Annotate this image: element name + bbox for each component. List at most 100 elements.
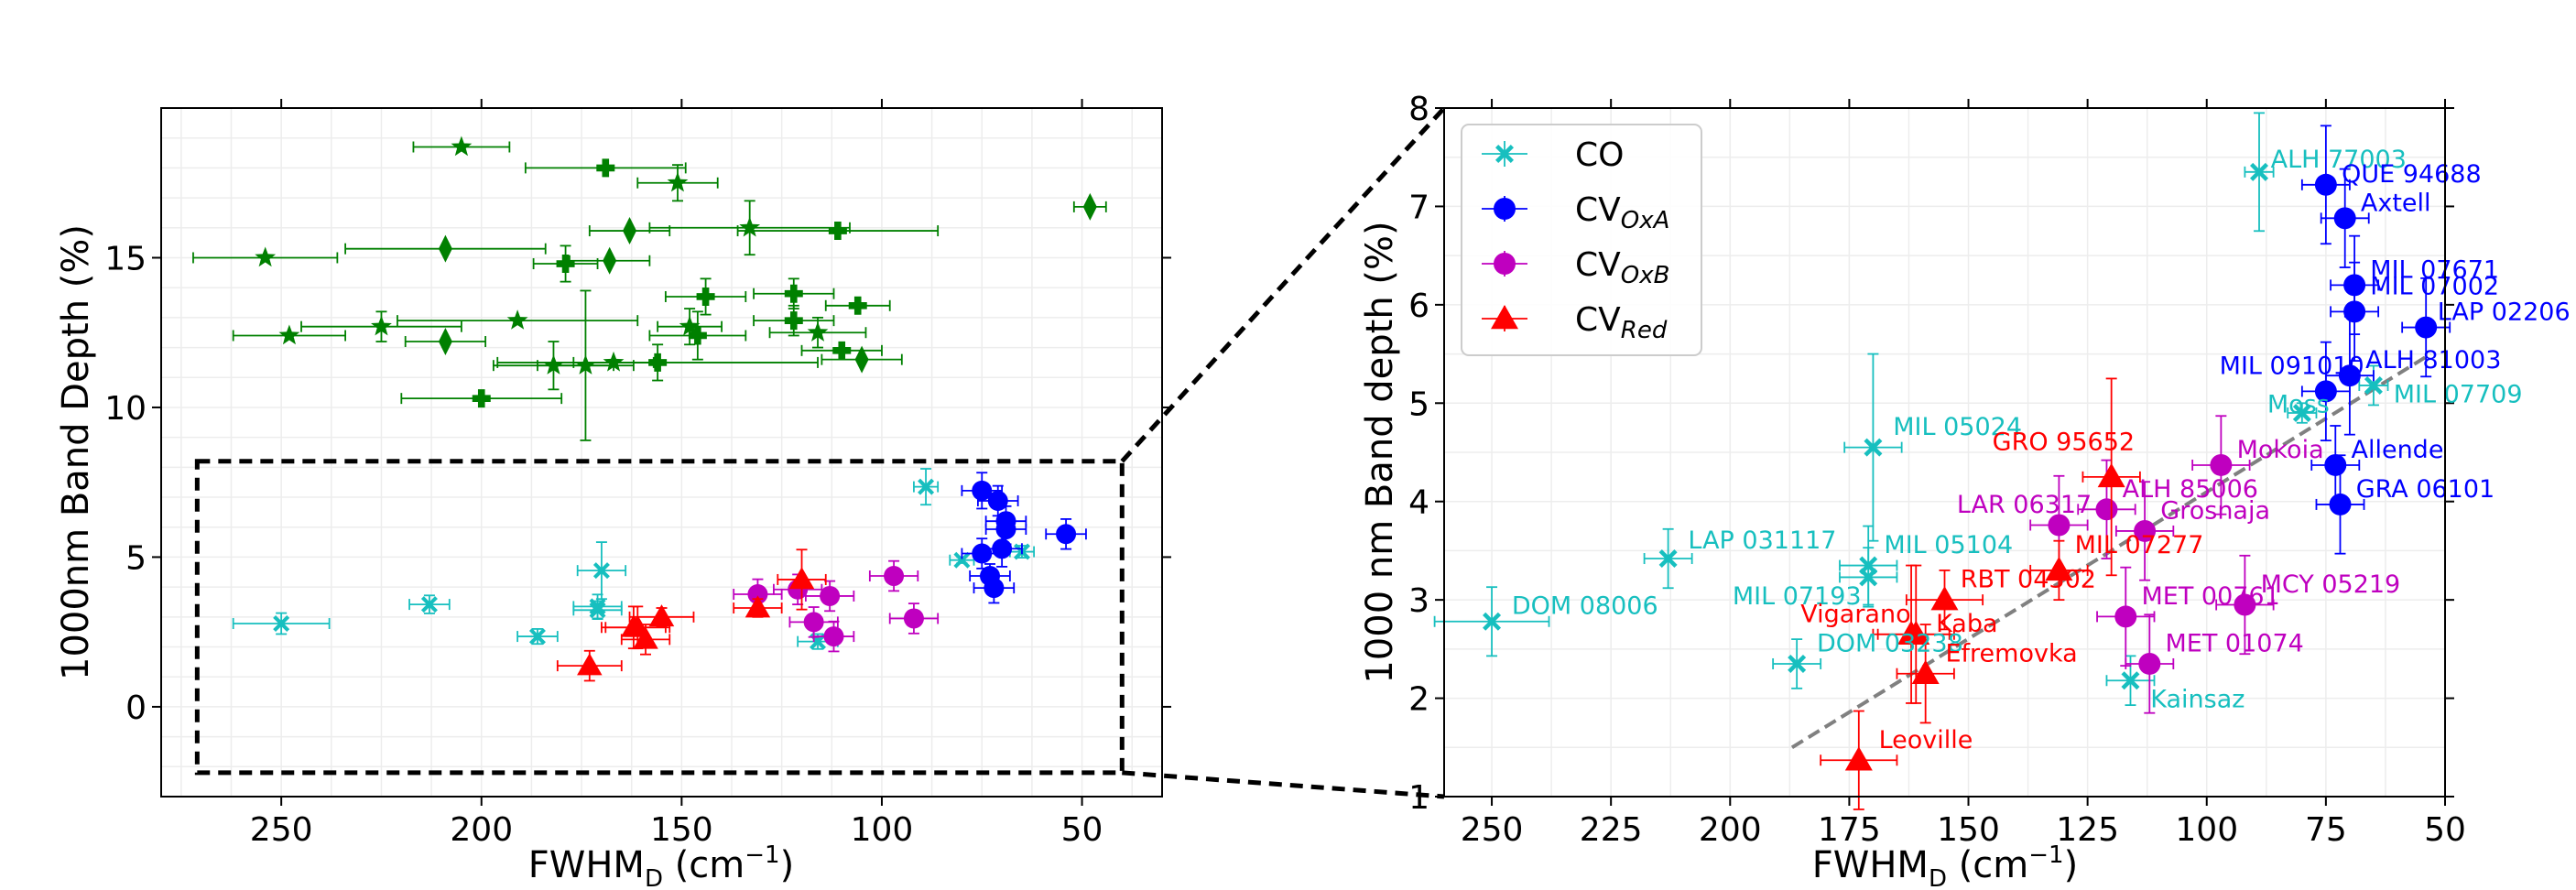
right-ylabel: 1000 nm Band depth (%): [1359, 221, 1401, 683]
point-label: Efremovka: [1945, 639, 2077, 668]
right-CV_OxB-marker: [2048, 514, 2071, 537]
point-label: MIL 07671: [2370, 255, 2499, 284]
zoom-connector-top: [1120, 106, 1446, 463]
left-xtick-label: 150: [650, 811, 713, 849]
green-star-marker: [543, 354, 564, 374]
point-label: LAP 02206: [2438, 298, 2571, 327]
point-label: Moss: [2267, 390, 2330, 418]
green-diamond-marker: [623, 217, 637, 245]
left-CV_OxA-marker: [995, 519, 1016, 540]
legend-label-sub: OxA: [1621, 207, 1670, 234]
legend-label-main: CV: [1575, 191, 1621, 229]
point-label: QUE 94688: [2342, 160, 2482, 189]
left-xtick-label: 250: [250, 811, 313, 849]
right-CV_OxA-marker: [2338, 364, 2361, 387]
green-star-marker: [278, 324, 300, 345]
left-ticks: 250 200 150 100 50 0 5 10 15: [104, 99, 1171, 849]
legend-label-sub: Red: [1621, 317, 1668, 344]
legend-label-main: CV: [1575, 246, 1621, 284]
left-CV_OxB-marker: [803, 612, 824, 633]
point-label: Axtell: [2361, 189, 2431, 217]
right-CV_Red-marker: [2097, 462, 2125, 488]
point-label: MIL 07277: [2075, 531, 2204, 559]
point-label: MCY 05219: [2261, 570, 2401, 599]
right-CV_OxA-marker: [2314, 173, 2337, 196]
point-label: DOM 08006: [1512, 592, 1658, 621]
right-ytick-label: 8: [1408, 91, 1429, 128]
point-label: DOM 03238: [1817, 630, 1963, 658]
point-label: LAR 06317: [1957, 491, 2092, 519]
point-label: MIL 05024: [1893, 413, 2022, 441]
left-CO-marker: [589, 602, 606, 619]
right-ticks: 250 225 200 175 150 125 100 75 50 1 2 3 4 5 6 7 8: [1408, 91, 2466, 849]
legend-label-main: CO: [1575, 136, 1624, 174]
right-CV_OxB-marker: [2114, 605, 2137, 628]
left-CV_OxB-marker: [903, 608, 924, 629]
right-xtick-label: 225: [1580, 811, 1643, 849]
point-label: ALH 85006: [2123, 475, 2258, 504]
left-CV_OxA-marker: [987, 490, 1008, 511]
left-CV_Red-marker: [633, 626, 658, 649]
legend-label-CV_Red: CVRed: [1575, 301, 1668, 344]
left-CO-marker: [273, 615, 290, 633]
green-plus-marker: [832, 341, 852, 360]
green-plus-marker: [648, 353, 668, 372]
right-labels: ALH 77003 MIL 07709 Moss MIL 05024 LAP 03111…: [1512, 146, 2571, 754]
left-CO-marker: [528, 628, 546, 646]
right-CV_OxA-marker: [2415, 316, 2438, 339]
right-ytick-label: 6: [1408, 288, 1429, 325]
right-xtick-label: 200: [1699, 811, 1762, 849]
legend-label-sub: OxB: [1621, 262, 1670, 289]
right-axes-frame: [1443, 107, 2446, 798]
green-diamond-marker: [854, 345, 869, 374]
green-plus-marker: [848, 296, 867, 315]
point-label: MIL 07709: [2394, 381, 2523, 409]
legend-label-CV_OxB: CVOxB: [1575, 246, 1669, 289]
green-plus-marker: [596, 158, 615, 178]
right-CO-marker: [2364, 375, 2383, 395]
right-CV_Red-marker: [1911, 659, 1940, 684]
point-label: ALH 81003: [2365, 346, 2501, 374]
left-xtick-label: 100: [851, 811, 914, 849]
legend-label-CO: CO: [1575, 136, 1624, 174]
green-star-marker: [807, 321, 829, 342]
green-star-marker: [739, 216, 761, 237]
right-xtick-label: 75: [2305, 811, 2347, 849]
right-CV_OxA-marker: [2333, 207, 2356, 230]
left-ytick-label: 15: [104, 240, 147, 277]
right-CV_Red-marker: [1844, 746, 1873, 771]
left-ytick-label: 0: [125, 689, 147, 727]
right-CO-marker: [2121, 671, 2140, 690]
point-label: RBT 04302: [1961, 566, 2096, 594]
point-label: Kaba: [1936, 610, 1997, 638]
left-points: [192, 136, 1107, 682]
green-plus-marker: [696, 287, 715, 306]
left-CV_OxB-marker: [820, 585, 841, 606]
right-CO-marker: [1859, 568, 1878, 587]
point-label: MIL 05104: [1884, 531, 2013, 559]
left-CV_OxA-marker: [972, 480, 993, 501]
right-CV_OxB-marker: [2210, 453, 2233, 476]
right-CV_Red-marker: [1902, 620, 1930, 645]
green-star-marker: [603, 351, 625, 372]
right-panel: 250 225 200 175 150 125 100 75 50 1 2 3 4 5 6 7 8 ALH 77…: [1359, 91, 2571, 890]
green-star-marker: [679, 315, 701, 336]
point-label: Vigarano: [1800, 600, 1910, 628]
point-label: Kainsaz: [2150, 686, 2244, 714]
left-CO-marker: [592, 562, 610, 580]
right-CV_OxA-marker: [2324, 453, 2347, 476]
right-CV_OxB-marker: [2138, 652, 2161, 675]
right-xtick-label: 250: [1461, 811, 1524, 849]
point-label: Leoville: [1879, 726, 1973, 754]
right-xtick-label: 175: [1818, 811, 1881, 849]
right-CV_OxB-marker: [2134, 519, 2157, 542]
right-CV_OxA-marker: [2343, 300, 2366, 323]
right-ytick-label: 4: [1408, 484, 1429, 522]
right-ytick-label: 2: [1408, 681, 1429, 719]
left-CO-marker: [918, 478, 935, 495]
left-CO-marker: [420, 596, 438, 613]
point-label: Mokoia: [2237, 436, 2324, 464]
green-diamond-marker: [438, 234, 452, 263]
